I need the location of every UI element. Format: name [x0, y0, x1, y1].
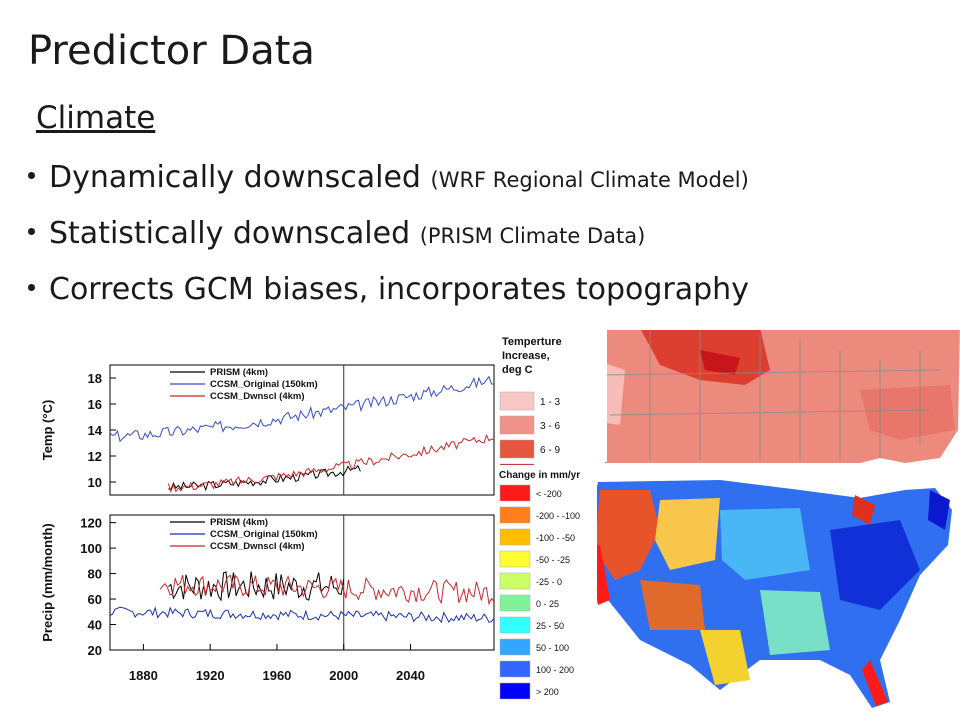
legend-swatch: [499, 660, 531, 678]
y-tick-label: 14: [88, 423, 103, 438]
legend-swatch: [499, 682, 531, 700]
series-line: [168, 571, 345, 602]
x-tick-label: 1880: [129, 668, 158, 683]
bullet-item: Corrects GCM biases, incorporates topogr…: [28, 262, 749, 318]
y-axis-label: Temp (°C): [40, 400, 55, 461]
series-line: [109, 606, 495, 624]
y-tick-label: 20: [88, 643, 102, 658]
legend-entry: CCSM_Dwnscl (4km): [210, 541, 305, 552]
legend-swatch: [499, 484, 531, 502]
series-line: [167, 433, 495, 494]
legend-label: 6 - 9: [540, 445, 560, 456]
legend-title-line: deg C: [502, 364, 533, 376]
temperature-legend: Temperture Increase, deg C 1 - 3 3 - 6 6 -…: [495, 330, 607, 483]
legend-swatch: [499, 616, 531, 634]
legend-title-line: Increase,: [502, 350, 550, 362]
legend-label: 3 - 6: [540, 421, 560, 432]
legend-label: 1 - 3: [540, 397, 560, 408]
precipitation-legend: Change in mm/yr < -200 -200 - -100 -100 - …: [495, 465, 597, 700]
bullet-text: Dynamically downscaled: [49, 160, 421, 195]
legend-entry: PRISM (4km): [210, 367, 268, 378]
x-tick-label: 2040: [396, 668, 425, 683]
y-tick-label: 80: [88, 567, 102, 582]
series-line: [159, 574, 495, 606]
legend-label: 25 - 50: [536, 621, 564, 631]
y-tick-label: 60: [88, 592, 102, 607]
legend-label: -200 - -100: [536, 511, 580, 521]
precipitation-map: [585, 480, 952, 708]
x-tick-label: 1920: [196, 668, 225, 683]
legend-label: -100 - -50: [536, 533, 575, 543]
legend-swatch: [499, 550, 531, 568]
legend-title: Change in mm/yr: [499, 470, 580, 481]
legend-entry: CCSM_Original (150km): [210, 379, 318, 390]
figure-panel: Temperture Increase, deg C 1 - 3 3 - 6 6 -…: [40, 330, 960, 708]
legend-swatch: [499, 415, 535, 435]
bullet-item: Dynamically downscaled (WRF Regional Cli…: [28, 150, 749, 206]
legend-label: 100 - 200: [536, 665, 574, 675]
legend-entry: PRISM (4km): [210, 517, 268, 528]
legend-swatch: [499, 439, 535, 459]
legend-label: -50 - -25: [536, 555, 570, 565]
legend-swatch: [499, 638, 531, 656]
series-line: [109, 375, 495, 443]
bullet-list: Dynamically downscaled (WRF Regional Cli…: [28, 150, 749, 318]
legend-swatch: [499, 572, 531, 590]
page-title: Predictor Data: [28, 28, 315, 74]
bullet-dot-icon: [28, 172, 35, 179]
plot-frame: [109, 514, 495, 651]
y-tick-label: 16: [88, 397, 102, 412]
legend-entry: CCSM_Dwnscl (4km): [210, 391, 305, 402]
bullet-dot-icon: [28, 284, 35, 291]
section-subtitle: Climate: [36, 100, 156, 136]
bullet-item: Statistically downscaled (PRISM Climate …: [28, 206, 749, 262]
legend-swatch: [499, 528, 531, 546]
series-line: [168, 464, 361, 492]
bullet-text: Statistically downscaled: [49, 216, 411, 251]
bullet-paren: (PRISM Climate Data): [419, 224, 646, 248]
legend-label: 50 - 100: [536, 643, 569, 653]
legend-entry: CCSM_Original (150km): [210, 529, 318, 540]
y-tick-label: 18: [88, 371, 102, 386]
legend-swatch: [499, 594, 531, 612]
y-tick-label: 40: [88, 618, 102, 633]
bullet-dot-icon: [28, 228, 35, 235]
legend-title-line: Temperture: [502, 336, 562, 348]
temperature-chart: 10 12 14 16 18 Temp (°C) PRISM (4km)CCSM_Origi…: [40, 364, 495, 496]
y-tick-label: 120: [80, 516, 102, 531]
legend-label: 0 - 25: [536, 599, 559, 609]
y-axis-label: Precip (mm/month): [40, 523, 55, 641]
y-tick-label: 100: [80, 541, 102, 556]
legend-label: < -200: [536, 489, 562, 499]
legend-label: > 200: [536, 687, 559, 697]
legend-swatch: [499, 506, 531, 524]
bullet-paren: (WRF Regional Climate Model): [430, 168, 749, 192]
x-tick-label: 2000: [329, 668, 358, 683]
bullet-text: Corrects GCM biases, incorporates topogr…: [49, 272, 749, 307]
legend-label: -25 - 0: [536, 577, 562, 587]
x-tick-label: 1960: [262, 668, 291, 683]
temperature-map: [585, 330, 960, 463]
legend-swatch: [499, 391, 535, 411]
y-tick-label: 10: [88, 475, 102, 490]
y-tick-label: 12: [88, 449, 102, 464]
